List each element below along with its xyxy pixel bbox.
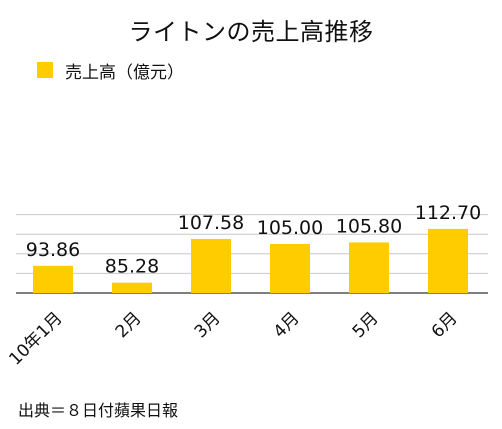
data-labels: 93.86 85.28 107.58 105.00 105.80 112.70	[26, 202, 481, 278]
x-tick-label: 3月	[191, 308, 225, 342]
data-label: 105.00	[257, 217, 323, 239]
data-label: 105.80	[336, 215, 402, 237]
source-note: 出典＝８日付蘋果日報	[18, 401, 179, 420]
x-tick-label: 6月	[428, 308, 462, 342]
x-tick-label: 4月	[270, 308, 304, 342]
legend: 売上高（億元）	[37, 60, 184, 83]
bar	[349, 242, 389, 293]
bar	[270, 244, 310, 293]
x-tick-label: 2月	[112, 308, 146, 342]
gridlines	[16, 214, 488, 294]
data-label: 107.58	[178, 212, 244, 234]
chart-title: ライトンの売上高推移	[128, 18, 374, 46]
bars	[33, 228, 468, 293]
bar	[191, 238, 231, 293]
legend-swatch	[37, 62, 53, 78]
data-label: 112.70	[415, 202, 481, 224]
data-label: 93.86	[26, 239, 80, 261]
bar	[33, 265, 73, 293]
x-tick-labels: 10年1月 2月 3月 4月 5月 6月	[5, 308, 461, 369]
bar	[112, 282, 152, 293]
x-tick-label: 5月	[349, 308, 383, 342]
data-label: 85.28	[105, 256, 159, 278]
legend-label: 売上高（億元）	[65, 62, 184, 83]
x-tick-label: 10年1月	[5, 308, 66, 369]
bar	[428, 228, 468, 293]
